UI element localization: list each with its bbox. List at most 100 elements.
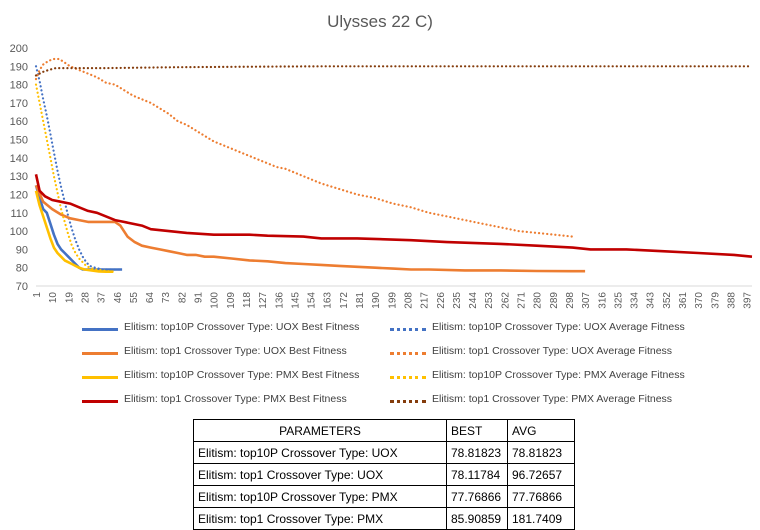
x-tick-label: 82 [177,292,188,304]
x-tick-label: 325 [613,292,624,309]
x-tick-label: 379 [710,292,721,309]
series-line-6 [34,83,115,273]
legend-label: Elitism: top10P Crossover Type: UOX Aver… [432,321,685,333]
x-axis: 1 10 19 28 37 46 55 64 73 82 91 100 109 118 127 136 145 1… [32,285,754,309]
line-chart: 708090100110120130140150160170180190200 … [10,43,754,309]
series-line-3 [34,184,586,273]
legend-label: Elitism: top10P Crossover Type: PMX Aver… [432,369,685,381]
y-tick-label: 120 [10,189,28,201]
x-tick-label: 361 [678,292,689,309]
y-tick-label: 180 [10,80,28,92]
x-tick-label: 145 [290,292,301,309]
table-row: Elitism: top1 Crossover Type: UOX 78.117… [193,463,575,486]
legend-swatch [82,328,118,331]
x-tick-label: 271 [517,292,528,309]
header-parameters: PARAMETERS [193,419,447,442]
table-cell-best: 78.11784 [446,463,508,486]
header-avg: AVG [507,419,575,442]
legend-swatch [390,400,426,403]
x-tick-label: 190 [371,292,382,309]
legend-label: Elitism: top1 Crossover Type: UOX Averag… [432,345,673,357]
x-tick-label: 226 [436,292,447,309]
x-tick-label: 397 [743,292,754,309]
table-cell-parameters: Elitism: top1 Crossover Type: PMX [193,507,447,530]
legend-label: Elitism: top1 Crossover Type: PMX Best F… [124,393,347,405]
x-tick-label: 10 [48,292,59,304]
chart-title: Ulysses 22 C) [327,12,433,31]
y-tick-label: 170 [10,98,28,110]
table-cell-parameters: Elitism: top10P Crossover Type: UOX [193,441,447,464]
x-tick-label: 163 [323,292,334,309]
y-tick-label: 100 [10,226,28,238]
x-tick-label: 118 [242,292,253,308]
series-group [34,57,754,273]
legend-swatch [390,328,426,331]
x-tick-label: 244 [468,292,479,309]
table-cell-avg: 96.72657 [507,463,575,486]
x-tick-label: 172 [339,292,350,309]
table-cell-parameters: Elitism: top10P Crossover Type: PMX [193,485,447,508]
parameters-table: PARAMETERS BEST AVG Elitism: top10P Cros… [193,419,575,530]
legend-swatch [82,376,118,379]
x-tick-label: 352 [662,292,673,309]
table-row: Elitism: top10P Crossover Type: PMX 77.7… [193,485,575,508]
legend-swatch [390,376,426,379]
y-axis: 70 80 90 100 110 120 130 140 150 160 170 180 190 200 [10,43,28,293]
table-cell-avg: 78.81823 [507,441,575,464]
legend-label: Elitism: top10P Crossover Type: PMX Best… [124,369,360,381]
x-tick-label: 235 [452,292,463,309]
series-line-2 [34,65,124,271]
legend-label: Elitism: top1 Crossover Type: UOX Best F… [124,345,347,357]
table-cell-parameters: Elitism: top1 Crossover Type: UOX [193,463,447,486]
x-tick-label: 208 [403,292,414,309]
x-tick-label: 19 [64,292,75,304]
y-tick-label: 130 [10,171,28,183]
y-tick-label: 150 [10,135,28,147]
x-tick-label: 46 [113,292,124,304]
x-tick-label: 109 [226,292,237,309]
chart-legend: Elitism: top10P Crossover Type: UOX Best… [82,320,722,416]
x-tick-label: 262 [500,292,511,309]
x-tick-label: 199 [387,292,398,309]
y-tick-label: 190 [10,61,28,73]
y-tick-label: 160 [10,116,28,128]
legend-label: Elitism: top1 Crossover Type: PMX Averag… [432,393,673,405]
x-tick-label: 1 [32,292,43,298]
x-tick-label: 64 [145,292,156,304]
x-tick-label: 334 [630,292,641,309]
legend-swatch [82,400,118,403]
legend-label: Elitism: top10P Crossover Type: UOX Best… [124,321,360,333]
y-tick-label: 80 [16,263,28,275]
table-row: Elitism: top1 Crossover Type: PMX 85.908… [193,507,575,530]
y-tick-label: 140 [10,153,28,165]
table-cell-avg: 77.76866 [507,485,575,508]
y-tick-label: 110 [10,208,28,220]
x-tick-label: 289 [549,292,560,309]
x-tick-label: 217 [420,292,431,309]
header-best: BEST [446,419,508,442]
x-tick-label: 370 [694,292,705,309]
x-tick-label: 127 [258,292,269,309]
table-cell-avg: 181.7409 [507,507,575,530]
x-tick-label: 253 [484,292,495,309]
x-tick-label: 91 [194,292,205,304]
x-tick-label: 28 [80,292,91,304]
series-line-4 [34,57,574,238]
legend-swatch [390,352,426,355]
series-line-5 [34,190,114,273]
x-tick-label: 316 [597,292,608,309]
legend-swatch [82,352,118,355]
x-tick-label: 37 [97,292,108,304]
series-line-8 [34,65,754,77]
table-cell-best: 77.76866 [446,485,508,508]
x-tick-label: 280 [533,292,544,309]
x-tick-label: 307 [581,292,592,309]
x-tick-label: 298 [565,292,576,309]
x-tick-label: 73 [161,292,172,304]
x-tick-label: 181 [355,292,366,309]
x-tick-label: 388 [726,292,737,309]
y-tick-label: 90 [16,244,28,256]
x-tick-label: 100 [210,292,221,309]
table-cell-best: 78.81823 [446,441,508,464]
y-tick-label: 200 [10,43,28,55]
